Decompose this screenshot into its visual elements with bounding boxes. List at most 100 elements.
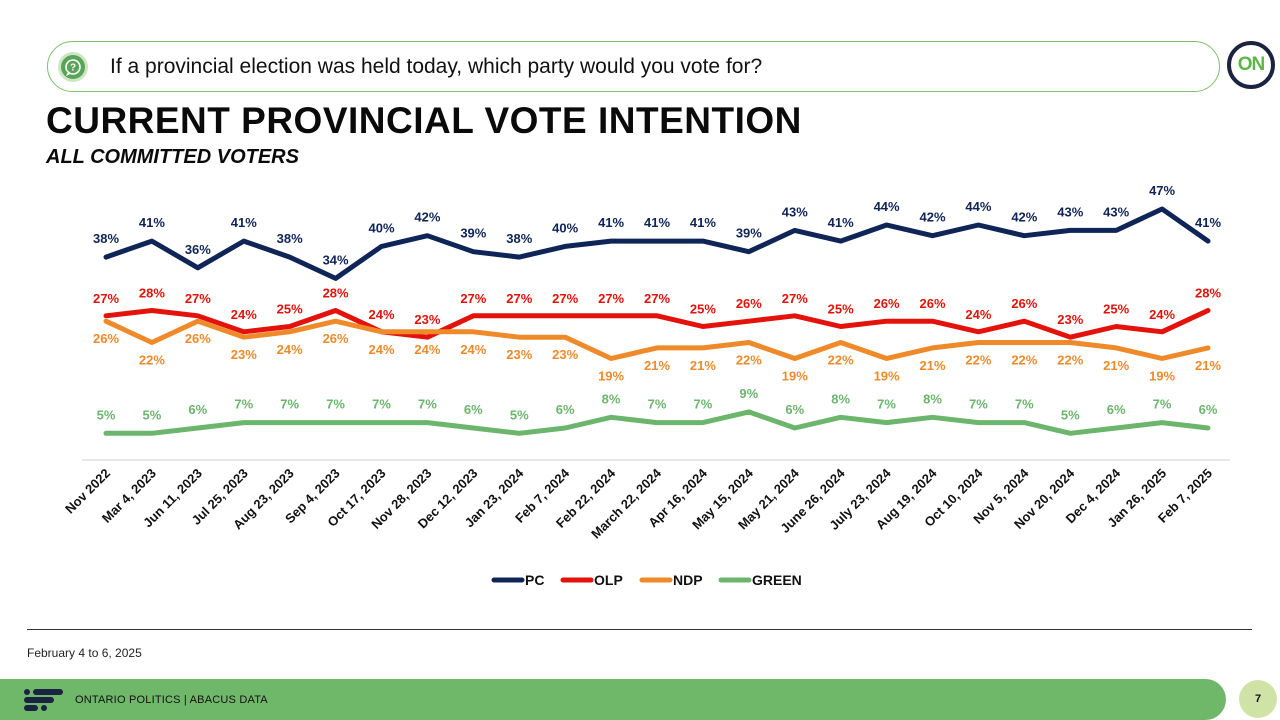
question-text: If a provincial election was held today,… xyxy=(110,55,763,78)
data-label-ndp: 26% xyxy=(323,331,349,346)
data-label-green: 7% xyxy=(1015,397,1034,412)
data-label-ndp: 21% xyxy=(1195,358,1221,373)
data-label-olp: 26% xyxy=(736,296,762,311)
data-label-olp: 24% xyxy=(965,307,991,322)
legend-label-green: GREEN xyxy=(752,572,802,588)
data-label-olp: 28% xyxy=(139,285,165,300)
data-label-ndp: 23% xyxy=(552,347,578,362)
data-label-ndp: 21% xyxy=(644,358,670,373)
data-label-olp: 28% xyxy=(323,285,349,300)
data-label-pc: 39% xyxy=(736,226,762,241)
data-label-pc: 47% xyxy=(1149,183,1175,198)
data-label-pc: 41% xyxy=(598,215,624,230)
footer-bar: ONTARIO POLITICS | ABACUS DATA xyxy=(0,679,1226,720)
data-label-green: 7% xyxy=(326,397,345,412)
legend-label-ndp: NDP xyxy=(673,572,703,588)
legend-label-pc: PC xyxy=(525,572,544,588)
data-label-pc: 38% xyxy=(277,231,303,246)
data-label-green: 7% xyxy=(969,397,988,412)
data-label-olp: 27% xyxy=(93,291,119,306)
data-label-ndp: 21% xyxy=(690,358,716,373)
data-label-green: 8% xyxy=(602,391,621,406)
footer-divider xyxy=(27,629,1252,630)
data-label-olp: 24% xyxy=(368,307,394,322)
data-label-pc: 42% xyxy=(1011,210,1037,225)
data-label-ndp: 22% xyxy=(139,353,165,368)
data-label-ndp: 19% xyxy=(782,369,808,384)
page-number: 7 xyxy=(1239,680,1277,718)
abacus-logo-icon xyxy=(24,689,63,711)
data-label-olp: 26% xyxy=(874,296,900,311)
data-label-pc: 41% xyxy=(644,215,670,230)
data-label-ndp: 22% xyxy=(965,353,991,368)
data-label-ndp: 19% xyxy=(1149,369,1175,384)
data-label-olp: 24% xyxy=(1149,307,1175,322)
question-chat-icon: ? xyxy=(58,52,88,82)
data-label-green: 6% xyxy=(188,402,207,417)
ontario-logo-text: ON xyxy=(1237,54,1265,75)
data-label-pc: 36% xyxy=(185,242,211,257)
data-label-ndp: 22% xyxy=(1011,353,1037,368)
data-label-green: 6% xyxy=(785,402,804,417)
data-label-ndp: 24% xyxy=(460,342,486,357)
page-subtitle: ALL COMMITTED VOTERS xyxy=(46,146,299,168)
data-label-olp: 25% xyxy=(690,302,716,317)
data-label-ndp: 26% xyxy=(185,331,211,346)
data-label-olp: 27% xyxy=(598,291,624,306)
page-title: CURRENT PROVINCIAL VOTE INTENTION xyxy=(46,100,802,141)
data-label-pc: 41% xyxy=(231,215,257,230)
data-label-green: 9% xyxy=(739,386,758,401)
data-label-green: 5% xyxy=(1061,407,1080,422)
data-label-green: 5% xyxy=(143,407,162,422)
data-label-olp: 26% xyxy=(919,296,945,311)
data-label-pc: 44% xyxy=(965,199,991,214)
data-label-pc: 42% xyxy=(414,210,440,225)
data-label-green: 6% xyxy=(556,402,575,417)
data-label-olp: 27% xyxy=(552,291,578,306)
data-label-olp: 25% xyxy=(277,302,303,317)
data-label-pc: 39% xyxy=(460,226,486,241)
legend-label-olp: OLP xyxy=(594,572,623,588)
data-label-ndp: 23% xyxy=(506,347,532,362)
svg-text:?: ? xyxy=(70,63,76,74)
data-label-ndp: 24% xyxy=(277,342,303,357)
data-label-ndp: 19% xyxy=(874,369,900,384)
data-label-ndp: 23% xyxy=(231,347,257,362)
data-label-ndp: 24% xyxy=(368,342,394,357)
data-label-ndp: 22% xyxy=(828,353,854,368)
data-label-ndp: 21% xyxy=(1103,358,1129,373)
data-label-pc: 40% xyxy=(368,220,394,235)
data-label-olp: 27% xyxy=(185,291,211,306)
ontario-logo: ON xyxy=(1227,41,1275,89)
data-label-green: 6% xyxy=(1199,402,1218,417)
data-label-green: 5% xyxy=(510,407,529,422)
question-bar: ? If a provincial election was held toda… xyxy=(47,41,1220,92)
data-label-green: 7% xyxy=(694,397,713,412)
data-label-olp: 27% xyxy=(644,291,670,306)
data-label-olp: 27% xyxy=(782,291,808,306)
data-label-olp: 25% xyxy=(1103,302,1129,317)
data-label-ndp: 19% xyxy=(598,369,624,384)
data-label-green: 6% xyxy=(464,402,483,417)
data-label-green: 6% xyxy=(1107,402,1126,417)
data-label-green: 7% xyxy=(877,397,896,412)
data-label-green: 7% xyxy=(372,397,391,412)
data-label-ndp: 22% xyxy=(736,353,762,368)
data-label-pc: 43% xyxy=(1103,204,1129,219)
data-label-olp: 23% xyxy=(1057,312,1083,327)
data-label-pc: 41% xyxy=(139,215,165,230)
data-label-olp: 28% xyxy=(1195,285,1221,300)
data-label-green: 7% xyxy=(1153,397,1172,412)
data-label-green: 7% xyxy=(648,397,667,412)
data-label-olp: 23% xyxy=(414,312,440,327)
data-label-olp: 27% xyxy=(460,291,486,306)
data-label-green: 7% xyxy=(234,397,253,412)
data-label-pc: 44% xyxy=(874,199,900,214)
data-label-green: 7% xyxy=(418,397,437,412)
data-label-green: 5% xyxy=(97,407,116,422)
data-label-ndp: 22% xyxy=(1057,353,1083,368)
data-label-pc: 43% xyxy=(782,204,808,219)
data-label-olp: 26% xyxy=(1011,296,1037,311)
data-label-pc: 41% xyxy=(1195,215,1221,230)
